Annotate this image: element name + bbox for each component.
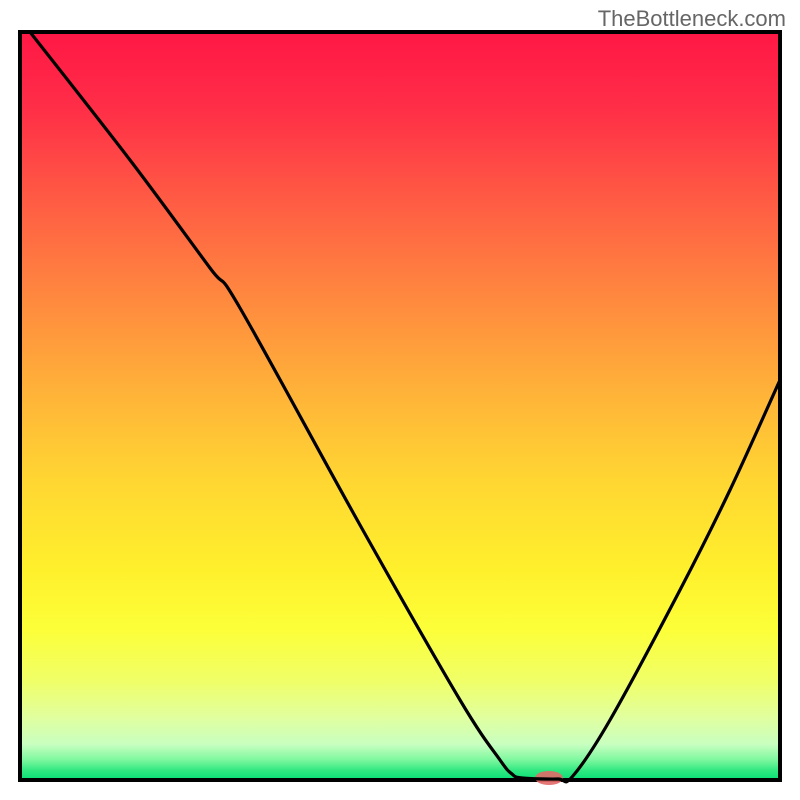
- curve-layer: [0, 0, 800, 800]
- bottleneck-curve: [30, 32, 780, 782]
- watermark-text: TheBottleneck.com: [598, 6, 786, 32]
- chart-container: TheBottleneck.com: [0, 0, 800, 800]
